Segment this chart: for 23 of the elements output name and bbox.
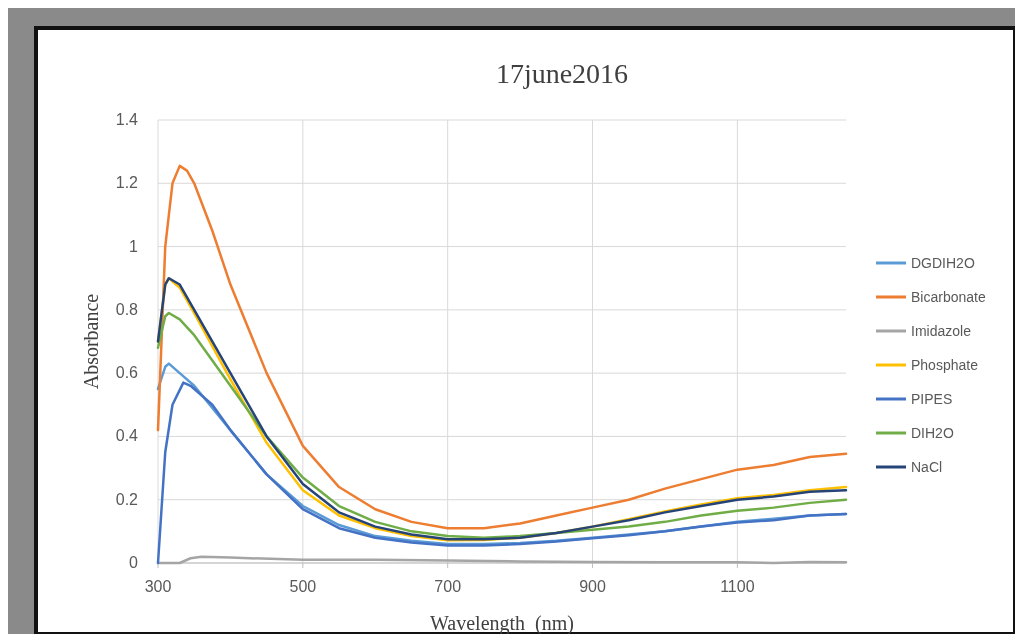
legend-label: DIH2O [911, 425, 954, 441]
y-tick-label: 1.4 [115, 111, 139, 128]
legend-label: DGDIH2O [911, 255, 975, 271]
x-tick-label: 900 [579, 578, 606, 595]
y-tick-label: 0.8 [115, 300, 139, 318]
x-tick-label: 700 [434, 578, 462, 595]
chart-title: 17june2016 [495, 58, 629, 89]
legend-label: PIPES [911, 391, 953, 407]
x-tick-label: 1100 [720, 578, 755, 595]
legend-label: Phosphate [911, 357, 979, 373]
legend-label: Bicarbonate [911, 289, 986, 305]
x-tick-label: 500 [289, 578, 317, 595]
y-tick-label: 0 [129, 554, 139, 571]
y-tick-label: 1 [129, 237, 139, 255]
y-axis-title: Absorbance [80, 293, 102, 390]
x-tick-label: 300 [144, 578, 172, 595]
y-tick-label: 0.6 [115, 364, 139, 382]
x-axis-title: Wavelength (nm) [430, 612, 574, 635]
y-tick-label: 0.4 [115, 427, 139, 445]
legend-label: Imidazole [911, 323, 972, 339]
y-tick-label: 0.2 [115, 490, 139, 508]
legend-label: NaCl [911, 459, 943, 475]
y-tick-label: 1.2 [115, 174, 139, 192]
